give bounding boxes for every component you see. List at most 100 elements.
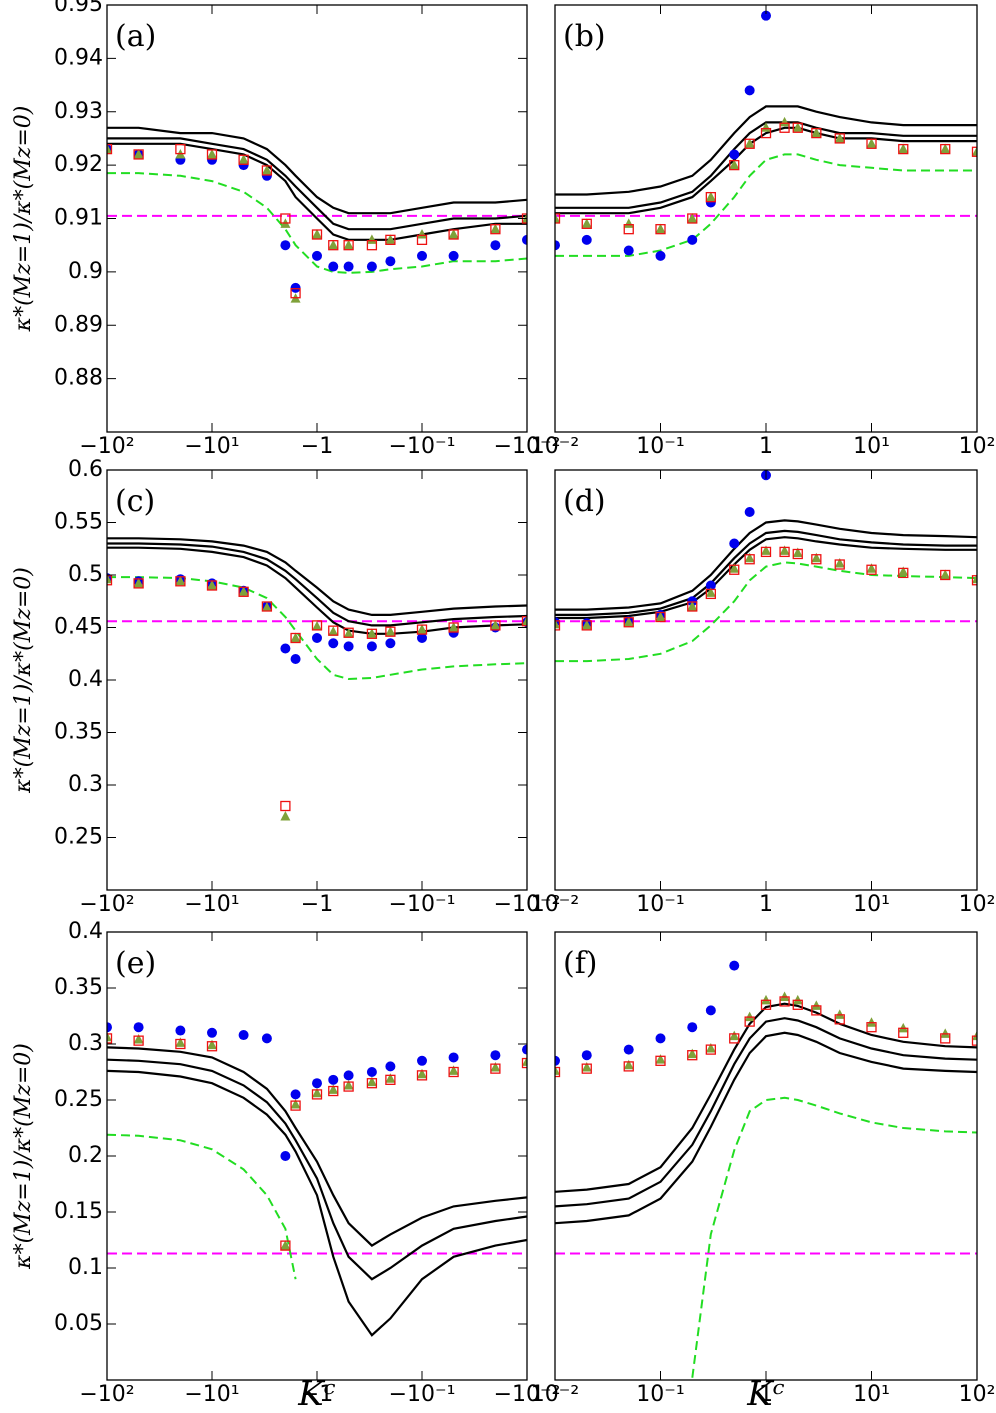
panel-label: (e) [115, 946, 156, 981]
curve [107, 1058, 527, 1281]
square-point [366, 628, 378, 639]
y-tick-label: 0.1 [68, 1255, 103, 1280]
square-point [385, 1074, 396, 1085]
square-point [107, 1033, 113, 1044]
triangle-point [207, 148, 217, 159]
triangle-point [834, 132, 845, 143]
x-tick-label: −1 [301, 1382, 333, 1407]
circle-point [687, 1022, 698, 1033]
triangle-point [898, 143, 909, 154]
panel-label: (b) [563, 19, 606, 54]
curve [107, 142, 527, 241]
square-point [416, 1070, 428, 1081]
circle-point [448, 1052, 459, 1063]
square-point [290, 1100, 301, 1111]
y-tick-label: 0.15 [54, 1199, 103, 1224]
x-tick-label: 10⁻² [531, 434, 579, 459]
triangle-point [343, 1079, 354, 1090]
square-point [729, 1033, 740, 1044]
y-tick-label: 0.35 [54, 720, 103, 745]
square-point [792, 548, 803, 560]
plot-area [107, 537, 527, 821]
square-point [834, 1014, 845, 1025]
x-tick-label: 10⁻¹ [636, 1382, 684, 1407]
plot-area [107, 126, 527, 303]
triangle-point [866, 563, 877, 573]
triangle-point [312, 620, 322, 631]
triangle-point [940, 1028, 951, 1038]
x-tick-label: −10² [79, 892, 134, 917]
curve [555, 126, 977, 215]
square-point [940, 569, 951, 581]
square-point [448, 1066, 459, 1078]
x-tick-label: 10⁻¹ [636, 892, 684, 917]
circle-point [280, 1151, 291, 1161]
square-point [655, 611, 666, 623]
panel-label: (f) [563, 946, 598, 981]
triangle-point [866, 138, 877, 148]
triangle-point [761, 122, 771, 132]
triangle-point [744, 1011, 755, 1022]
x-tick-label: 10² [959, 892, 996, 917]
triangle-point [490, 1062, 501, 1072]
square-point [687, 601, 698, 612]
circle-point [581, 234, 592, 245]
frame [106, 931, 528, 1381]
square-point [343, 1081, 354, 1092]
square-point [581, 218, 592, 229]
square-point [729, 564, 740, 575]
circle-point [312, 250, 322, 261]
circle-point [581, 1050, 592, 1061]
triangle-point [366, 234, 377, 244]
circle-point [290, 282, 301, 293]
circle-point [729, 149, 740, 160]
y-tick-label: 0.5 [68, 562, 103, 587]
triangle-point [207, 1039, 217, 1050]
square-point [655, 224, 666, 235]
circle-point [207, 1027, 217, 1038]
triangle-point [175, 1037, 186, 1047]
triangle-point [107, 143, 112, 154]
triangle-point [581, 619, 592, 630]
circle-point [328, 261, 339, 272]
circle-point [655, 1033, 666, 1044]
circle-point [555, 1055, 560, 1066]
dashed-curve [107, 576, 527, 681]
circle-point [280, 643, 291, 654]
triangle-point [312, 1087, 322, 1098]
triangle-point [655, 1054, 666, 1064]
y-tick-label: 0.88 [54, 366, 103, 391]
triangle-point [522, 213, 527, 223]
triangle-point [207, 580, 217, 590]
panel-label: (c) [115, 484, 155, 519]
square-point [811, 1005, 822, 1016]
x-axis-label: Kᶜ [746, 1374, 784, 1413]
y-tick-label: 0.3 [68, 772, 103, 797]
x-tick-label: −10⁻² [494, 434, 561, 459]
square-point [898, 567, 909, 579]
triangle-point [792, 122, 803, 132]
circle-point [238, 1030, 249, 1041]
square-point [416, 624, 428, 635]
curve [107, 542, 527, 627]
plot-area [555, 960, 977, 1378]
circle-point [290, 654, 301, 664]
triangle-point [744, 552, 755, 563]
circle-point [312, 633, 322, 643]
curve [107, 126, 527, 215]
triangle-point [811, 552, 822, 563]
triangle-point [133, 148, 144, 159]
y-tick-label: 0.05 [54, 1311, 103, 1336]
x-tick-label: −10⁻¹ [389, 434, 456, 459]
triangle-point [834, 557, 845, 568]
square-point [971, 146, 977, 157]
circle-point [522, 1044, 527, 1055]
x-tick-label: −10¹ [184, 892, 239, 917]
circle-point [312, 1078, 322, 1089]
triangle-point [385, 626, 396, 636]
y-tick-label: 0.55 [54, 510, 103, 535]
curve [555, 105, 977, 196]
square-point [971, 1035, 977, 1046]
curve [555, 536, 977, 620]
triangle-point [940, 569, 951, 579]
